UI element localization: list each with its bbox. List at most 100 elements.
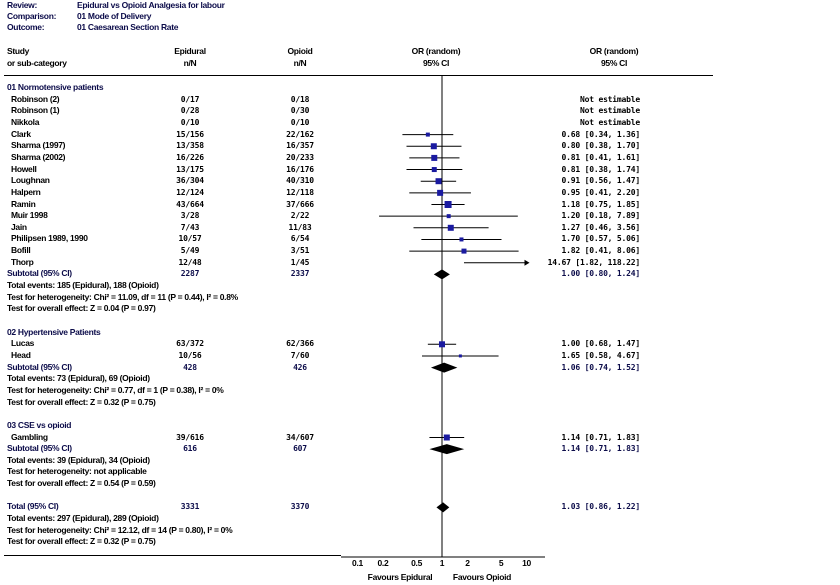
pooled-diamond [429, 444, 465, 455]
epidural-count: 0/17 [180, 94, 200, 104]
pooled-diamond [430, 362, 458, 373]
opioid-count: 3/51 [290, 246, 310, 256]
opioid-count: 6/54 [290, 234, 310, 244]
col-or-text: OR (random) [589, 46, 639, 56]
summary-note: Test for overall effect: Z = 0.32 (P = 0… [7, 536, 156, 547]
study-name: Philipsen 1989, 1990 [11, 233, 88, 244]
opioid-count: 1/45 [290, 257, 310, 267]
header-divider [4, 75, 713, 76]
study-name: Lucas [11, 338, 35, 349]
study-square [444, 201, 452, 208]
summary-note: Total events: 73 (Epidural), 69 (Opioid) [7, 373, 150, 384]
study-square [459, 237, 464, 242]
opioid-count: 22/162 [286, 129, 314, 139]
epidural-count: 13/175 [176, 164, 204, 174]
x-tick-label: 2 [465, 558, 470, 568]
x-tick-label: 0.1 [352, 558, 363, 568]
opioid-count: 2337 [290, 269, 310, 279]
or-ci-text: Not estimable [579, 106, 640, 116]
opioid-count: 0/10 [290, 117, 310, 127]
summary-note: Test for overall effect: Z = 0.04 (P = 0… [7, 303, 156, 314]
or-ci-text: 1.82 [0.41, 8.06] [561, 246, 641, 256]
col-epidural: Epidural [174, 46, 206, 56]
study-square [458, 354, 462, 358]
col-or-plot: OR (random) [411, 46, 461, 56]
x-tick-label: 5 [498, 558, 504, 568]
opioid-count: 0/30 [290, 106, 310, 116]
x-tick-label: 0.2 [377, 558, 389, 568]
study-name: Sharma (1997) [11, 140, 66, 151]
opioid-count: 2/22 [290, 211, 310, 221]
opioid-count: 426 [293, 362, 307, 372]
opioid-count: 0/18 [290, 94, 310, 104]
or-ci-text: 14.67 [1.82, 118.22] [547, 257, 641, 267]
ci-arrow [524, 259, 530, 266]
opioid-count: 16/176 [286, 164, 314, 174]
summary-note: Test for heterogeneity: not applicable [7, 466, 147, 477]
epidural-count: 428 [183, 362, 197, 372]
epidural-count: 43/664 [176, 199, 204, 209]
or-ci-text: Not estimable [579, 94, 640, 104]
opioid-count: 3370 [290, 502, 310, 512]
subtotal-label: Subtotal (95% CI) [7, 361, 72, 372]
summary-note: Total events: 39 (Epidural), 34 (Opioid) [7, 454, 150, 465]
study-name: Thorp [11, 256, 34, 267]
summary-note: Test for heterogeneity: Chi² = 12.12, df… [7, 524, 233, 535]
epidural-count: 39/616 [176, 432, 204, 442]
opioid-count: 40/310 [286, 176, 314, 186]
epidural-count: 7/43 [180, 222, 200, 232]
outcome-label: Outcome: [7, 22, 45, 32]
favours-opioid-label: Favours Opioid [452, 572, 512, 582]
epidural-count: 36/304 [176, 176, 204, 186]
or-ci-text: 0.91 [0.56, 1.47] [561, 176, 641, 186]
epidural-count: 63/372 [176, 339, 204, 349]
study-name: Robinson (2) [11, 93, 60, 104]
epidural-count: 2287 [180, 269, 200, 279]
study-name: Jain [11, 221, 27, 232]
study-square [447, 224, 454, 231]
col-epidural-nn: n/N [183, 58, 197, 68]
review-label: Review: [7, 0, 38, 10]
opioid-count: 37/666 [286, 199, 314, 209]
col-opioid-nn: n/N [293, 58, 307, 68]
epidural-count: 15/156 [176, 129, 204, 139]
x-tick-label: 0.5 [411, 558, 423, 568]
opioid-count: 12/118 [286, 187, 314, 197]
epidural-count: 10/57 [178, 234, 202, 244]
or-ci-text: Not estimable [579, 117, 640, 127]
or-ci-text: 1.00 [0.80, 1.24] [561, 269, 641, 279]
or-ci-text: 0.80 [0.38, 1.70] [561, 141, 641, 151]
pooled-diamond [436, 502, 450, 513]
epidural-count: 5/49 [180, 246, 200, 256]
col-study-sub: or sub-category [7, 58, 67, 68]
or-ci-text: 1.00 [0.68, 1.47] [561, 339, 641, 349]
study-square [446, 214, 451, 219]
study-name: Nikkola [11, 116, 40, 127]
study-name: Bofill [11, 245, 31, 256]
or-ci-text: 1.18 [0.75, 1.85] [561, 199, 641, 209]
section-heading: 03 CSE vs opioid [7, 419, 72, 430]
epidural-count: 616 [183, 444, 197, 454]
opioid-count: 11/83 [288, 222, 312, 232]
epidural-count: 10/56 [178, 350, 202, 360]
study-square [461, 248, 467, 254]
or-ci-text: 0.68 [0.34, 1.36] [561, 129, 641, 139]
study-square [430, 143, 437, 150]
favours-epidural-label: Favours Epidural [367, 572, 433, 582]
col-or-text-ci: 95% CI [600, 58, 628, 68]
or-ci-text: 0.81 [0.38, 1.74] [561, 164, 641, 174]
opioid-count: 16/357 [286, 141, 314, 151]
study-name: Head [11, 349, 31, 360]
study-square [437, 189, 444, 196]
epidural-count: 0/10 [180, 117, 200, 127]
study-name: Sharma (2002) [11, 151, 66, 162]
footer-divider [4, 555, 341, 556]
col-or-plot-ci: 95% CI [422, 58, 450, 68]
or-ci-text: 1.27 [0.46, 3.56] [561, 222, 641, 232]
epidural-count: 13/358 [176, 141, 204, 151]
epidural-count: 12/48 [178, 257, 202, 267]
comparison-label: Comparison: [7, 11, 57, 21]
study-name: Ramin [11, 198, 36, 209]
